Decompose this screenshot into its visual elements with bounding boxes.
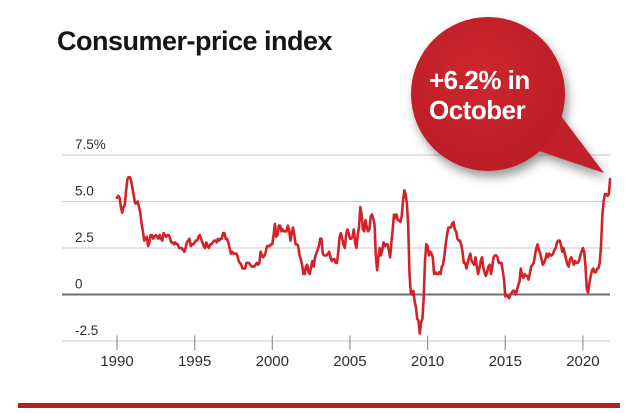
cpi-series-line: [115, 176, 612, 335]
y-tick-label-2.5: 2.5: [75, 230, 94, 245]
callout-line-1: +6.2% in: [429, 65, 530, 95]
callout-line-2: October: [429, 94, 526, 125]
x-tick-label-2015: 2015: [489, 353, 522, 370]
x-tick-label-2010: 2010: [411, 353, 444, 370]
y-tick-label-0: 0: [75, 277, 83, 292]
speech-bubble: [411, 17, 604, 173]
callout-annotation: +6.2% in October: [429, 65, 530, 126]
x-tick-label-2020: 2020: [566, 353, 599, 370]
y-tick-label-7.5%: 7.5%: [75, 137, 106, 152]
y-tick-label-5.0: 5.0: [75, 184, 94, 199]
bottom-accent-bar: [18, 403, 620, 408]
speech-bubble-circle: [411, 17, 565, 171]
x-tick-label-1995: 1995: [178, 353, 211, 370]
y-tick-label--2.5: -2.5: [75, 323, 98, 338]
x-tick-label-1990: 1990: [100, 353, 133, 370]
page-title: Consumer-price index: [57, 26, 333, 56]
x-tick-label-2000: 2000: [256, 353, 289, 370]
x-tick-label-2005: 2005: [333, 353, 366, 370]
